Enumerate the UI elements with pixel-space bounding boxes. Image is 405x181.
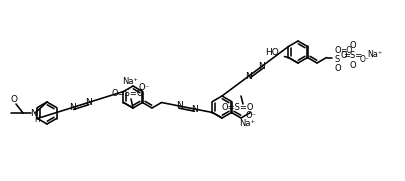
Text: N: N xyxy=(258,62,264,71)
Text: O: O xyxy=(339,51,346,60)
Text: N: N xyxy=(30,110,37,119)
Text: N: N xyxy=(191,105,198,113)
Text: O: O xyxy=(11,94,17,104)
Text: O⁻: O⁻ xyxy=(359,55,369,64)
Text: H: H xyxy=(34,115,40,123)
Text: Na⁺: Na⁺ xyxy=(366,50,381,59)
Text: O: O xyxy=(334,64,340,73)
Text: O: O xyxy=(348,41,355,50)
Text: Na⁺: Na⁺ xyxy=(122,77,138,87)
Text: N: N xyxy=(85,98,91,107)
Text: O: O xyxy=(334,46,340,55)
Text: Na⁺: Na⁺ xyxy=(239,119,254,129)
Text: O=S=O: O=S=O xyxy=(111,89,144,98)
Text: O⁻: O⁻ xyxy=(245,111,256,121)
Text: O: O xyxy=(348,61,355,70)
Text: N: N xyxy=(69,103,76,112)
Text: N: N xyxy=(175,102,182,110)
Text: HO: HO xyxy=(264,48,278,57)
Text: O=S=O: O=S=O xyxy=(221,104,254,113)
Text: =O: =O xyxy=(340,46,352,55)
Text: =S=: =S= xyxy=(342,51,361,60)
Text: S: S xyxy=(334,55,339,64)
Text: O⁻: O⁻ xyxy=(138,83,149,92)
Text: N: N xyxy=(245,71,252,81)
